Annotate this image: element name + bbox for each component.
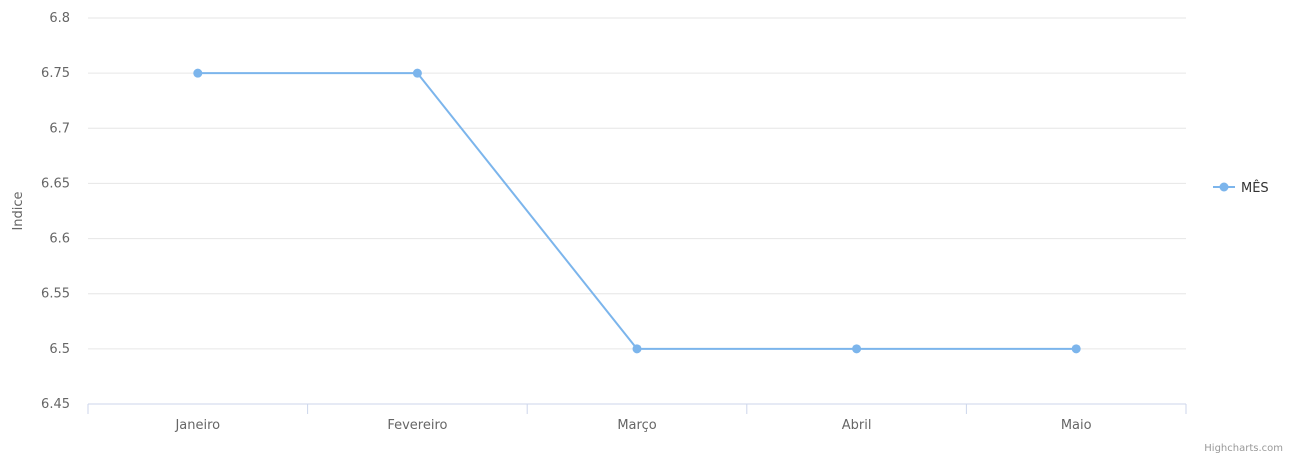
legend-marker <box>1219 182 1229 192</box>
y-tick-label: 6.7 <box>49 121 70 136</box>
y-tick-label: 6.45 <box>41 397 70 412</box>
x-tick-label: Abril <box>842 418 872 433</box>
y-tick-label: 6.8 <box>49 11 70 26</box>
series-line <box>196 72 1078 350</box>
y-tick-label: 6.55 <box>41 287 70 302</box>
data-point[interactable] <box>632 344 642 354</box>
data-point[interactable] <box>852 344 862 354</box>
y-tick-label: 6.6 <box>49 232 70 247</box>
data-point[interactable] <box>193 68 203 78</box>
y-tick-label: 6.65 <box>41 176 70 191</box>
legend[interactable]: MÊS <box>1213 180 1269 196</box>
x-tick-label: Março <box>617 418 656 433</box>
x-tick-label: Maio <box>1061 418 1092 433</box>
y-tick-label: 6.5 <box>49 342 70 357</box>
x-tick-label: Janeiro <box>174 418 220 433</box>
data-point[interactable] <box>1071 344 1081 354</box>
series-group <box>193 68 1081 354</box>
y-tick-label: 6.75 <box>41 66 70 81</box>
data-point[interactable] <box>412 68 422 78</box>
credits-link[interactable]: Highcharts.com <box>1204 443 1283 454</box>
y-tick-labels: 6.45 6.5 6.55 6.6 6.65 6.7 6.75 6.8 <box>41 11 70 412</box>
legend-label[interactable]: MÊS <box>1241 180 1269 196</box>
y-gridlines <box>88 17 1186 350</box>
x-tick-labels: Janeiro Fevereiro Março Abril Maio <box>174 418 1091 433</box>
y-axis-title: Indice <box>11 191 26 230</box>
x-ticks <box>87 404 1187 414</box>
x-tick-label: Fevereiro <box>387 418 447 433</box>
